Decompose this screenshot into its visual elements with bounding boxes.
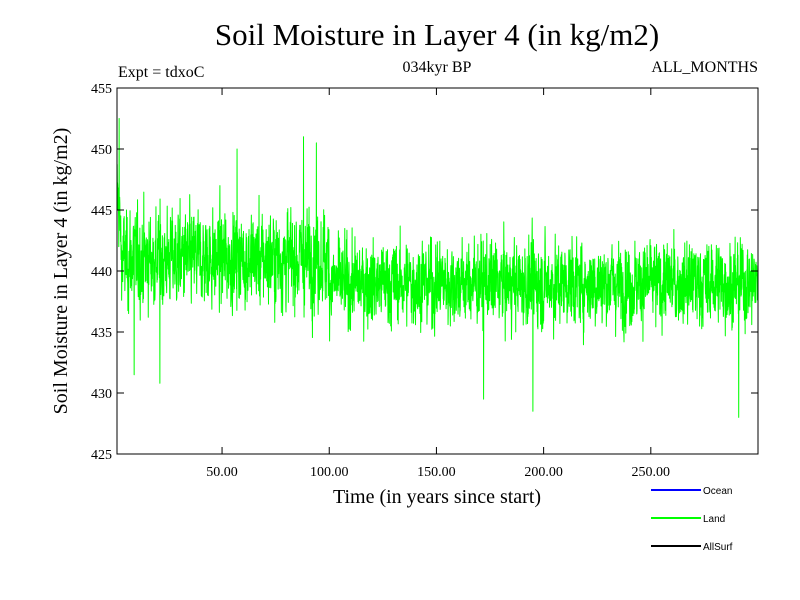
y-tick-label: 450 [91,143,112,158]
y-tick-label: 425 [91,448,112,463]
land-series-line [117,118,758,418]
x-tick-label: 200.00 [524,465,563,480]
chart-title: Soil Moisture in Layer 4 (in kg/m2) [215,17,659,52]
period-label: 034kyr BP [403,59,472,76]
y-tick-label: 455 [91,82,112,97]
legend: Ocean Land AllSurf [651,486,733,553]
y-axis-label: Soil Moisture in Layer 4 (in kg/m2) [50,128,72,415]
legend-label-allsurf: AllSurf [703,542,733,553]
x-tick-label: 50.00 [206,465,238,480]
y-tick-label: 430 [91,387,112,402]
x-axis-label: Time (in years since start) [333,486,541,508]
legend-label-land: Land [703,514,725,525]
legend-label-ocean: Ocean [703,486,732,497]
y-tick-label: 435 [91,326,112,341]
series-layer [117,118,758,418]
x-tick-label: 250.00 [632,465,671,480]
y-axis-ticks: 425 430 435 440 445 450 455 [91,82,758,463]
experiment-label: Expt = tdxoC [118,64,204,81]
y-tick-label: 445 [91,204,112,219]
x-tick-label: 150.00 [417,465,456,480]
y-tick-label: 440 [91,265,112,280]
x-axis-ticks: 50.00 100.00 150.00 200.00 250.00 [206,88,670,480]
months-label: ALL_MONTHS [651,59,758,76]
x-tick-label: 100.00 [310,465,349,480]
